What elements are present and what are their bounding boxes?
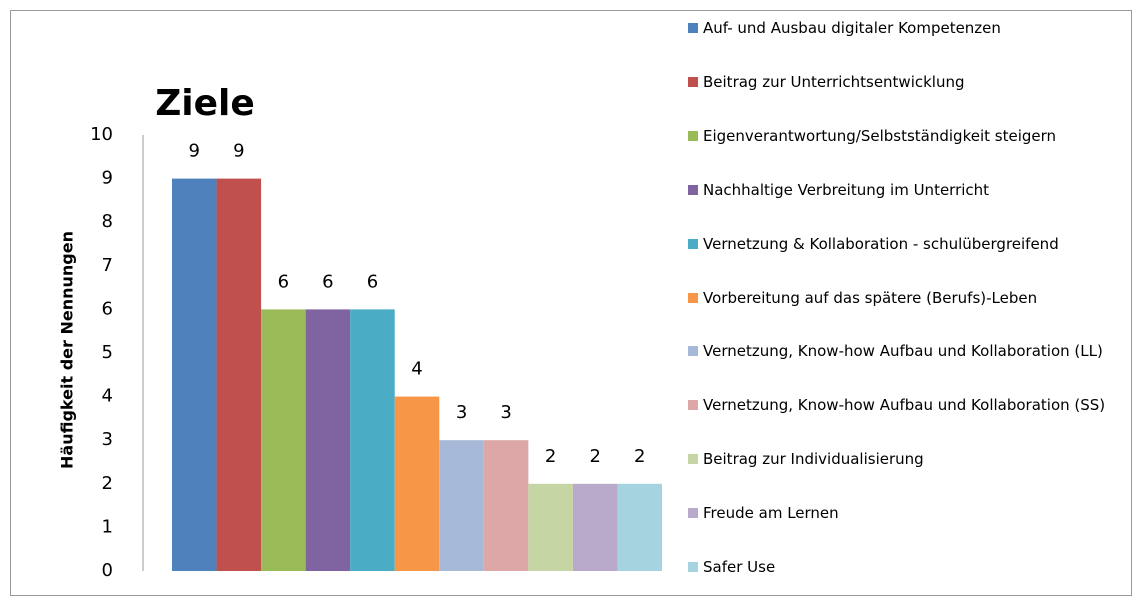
legend-label: Freude am Lernen	[703, 504, 839, 523]
legend-item: Beitrag zur Individualisierung	[688, 449, 1128, 469]
bar	[261, 309, 306, 571]
legend-label: Beitrag zur Individualisierung	[703, 450, 924, 469]
legend-swatch	[688, 508, 698, 519]
legend-item: Beitrag zur Unterrichtsentwicklung	[688, 72, 1128, 92]
data-label: 2	[634, 446, 645, 467]
legend-swatch	[688, 346, 698, 357]
legend-label: Vernetzung, Know-how Aufbau und Kollabor…	[703, 342, 1103, 361]
legend-label: Vernetzung & Kollaboration - schulübergr…	[703, 234, 1059, 253]
bar	[483, 440, 529, 571]
legend-item: Vernetzung, Know-how Aufbau und Kollabor…	[688, 395, 1128, 415]
bar	[172, 178, 217, 571]
y-tick-label: 3	[102, 429, 113, 450]
legend-label: Beitrag zur Unterrichtsentwicklung	[703, 72, 965, 91]
legend-swatch	[688, 130, 698, 141]
legend-swatch	[688, 562, 698, 572]
legend-swatch	[688, 238, 698, 249]
bar	[617, 483, 662, 571]
bar	[350, 309, 395, 571]
legend-swatch	[688, 23, 698, 33]
data-label: 9	[233, 141, 244, 162]
data-label: 2	[545, 446, 556, 467]
legend-label: Vernetzung, Know-how Aufbau und Kollabor…	[703, 396, 1106, 415]
y-tick-label: 4	[102, 386, 113, 407]
legend-swatch	[688, 184, 698, 195]
y-tick-label: 10	[90, 124, 113, 145]
legend-label: Auf- und Ausbau digitaler Kompetenzen	[703, 19, 1001, 37]
legend-item: Vernetzung, Know-how Aufbau und Kollabor…	[688, 341, 1128, 361]
data-label: 6	[278, 271, 289, 292]
y-tick-label: 2	[102, 473, 113, 494]
legend-label: Eigenverantwortung/Selbstständigkeit ste…	[703, 126, 1057, 145]
legend-swatch	[688, 292, 698, 303]
y-tick-label: 0	[102, 560, 113, 581]
legend-swatch	[688, 454, 698, 465]
data-label: 3	[456, 402, 467, 423]
legend-item: Vorbereitung auf das spätere (Berufs)-Le…	[688, 288, 1128, 308]
legend-swatch	[688, 76, 698, 87]
data-label: 3	[500, 402, 511, 423]
y-tick-label: 1	[102, 516, 113, 537]
legend-item: Vernetzung & Kollaboration - schulübergr…	[688, 234, 1128, 254]
legend-item: Eigenverantwortung/Selbstständigkeit ste…	[688, 126, 1128, 146]
legend-item: Safer Use	[688, 557, 1128, 577]
chart-frame	[10, 10, 1132, 596]
legend-swatch	[688, 400, 698, 411]
y-tick-label: 9	[102, 168, 113, 189]
legend-label: Nachhaltige Verbreitung im Unterricht	[703, 180, 990, 199]
bar	[305, 309, 351, 571]
legend-item: Nachhaltige Verbreitung im Unterricht	[688, 180, 1128, 200]
legend-label: Vorbereitung auf das spätere (Berufs)-Le…	[703, 288, 1038, 307]
data-label: 6	[322, 271, 333, 292]
legend-item: Auf- und Ausbau digitaler Kompetenzen	[688, 18, 1128, 38]
y-tick-label: 5	[102, 342, 113, 363]
y-tick-label: 6	[102, 298, 113, 319]
bar	[528, 483, 573, 571]
legend-label: Safer Use	[703, 558, 776, 576]
y-tick-label: 8	[102, 211, 113, 232]
bar	[572, 483, 618, 571]
bar	[394, 396, 440, 571]
y-tick-label: 7	[102, 255, 113, 276]
data-label: 6	[367, 271, 378, 292]
y-axis-label: Häufigkeit der Nennungen	[58, 231, 77, 469]
bar	[439, 440, 484, 571]
legend-item: Freude am Lernen	[688, 503, 1128, 523]
data-label: 2	[589, 446, 600, 467]
data-label: 9	[189, 141, 200, 162]
bar	[216, 178, 262, 571]
chart-title: Ziele	[155, 83, 255, 124]
data-label: 4	[411, 359, 422, 380]
